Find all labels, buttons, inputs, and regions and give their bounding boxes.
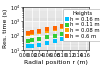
h = 0.11 m [46,37,48,38]
h = 0.11 m [77,28,78,29]
h = 0.16 m [31,45,32,46]
h = 0.16 m [77,34,78,35]
h = 0.08 m [39,32,40,33]
h = 0.11 m [27,40,28,41]
h = 0.08 m [85,19,86,20]
h = 0.16 m [62,39,63,40]
h = 0.16 m [27,46,28,47]
h = 0.08 m [70,24,71,25]
h = 0.11 m [62,33,63,34]
h = 0.08 m [31,33,32,34]
Line: h = 0.6 m: h = 0.6 m [26,16,87,34]
h = 0.16 m [85,31,86,32]
Line: h = 0.16 m: h = 0.16 m [26,30,87,48]
h = 0.6 m [62,25,63,26]
h = 0.6 m [54,27,55,28]
h = 0.08 m [46,30,48,31]
Line: h = 0.08 m: h = 0.08 m [26,18,87,36]
h = 0.16 m [46,43,48,44]
X-axis label: Radial position r (m): Radial position r (m) [24,60,88,65]
Legend: h = 0.16 m, h = 0.11 m, h = 0.08 m, h = 0.6 m: h = 0.16 m, h = 0.11 m, h = 0.08 m, h = … [63,9,100,41]
h = 0.6 m [39,30,40,31]
h = 0.11 m [39,38,40,39]
Y-axis label: Res. time (s): Res. time (s) [4,9,8,48]
h = 0.6 m [27,32,28,33]
h = 0.08 m [77,22,78,23]
h = 0.6 m [85,18,86,19]
h = 0.6 m [46,29,48,30]
h = 0.6 m [70,23,71,24]
h = 0.11 m [54,35,55,36]
Line: h = 0.11 m: h = 0.11 m [26,24,87,42]
h = 0.11 m [70,31,71,32]
h = 0.16 m [54,41,55,42]
h = 0.16 m [39,44,40,45]
